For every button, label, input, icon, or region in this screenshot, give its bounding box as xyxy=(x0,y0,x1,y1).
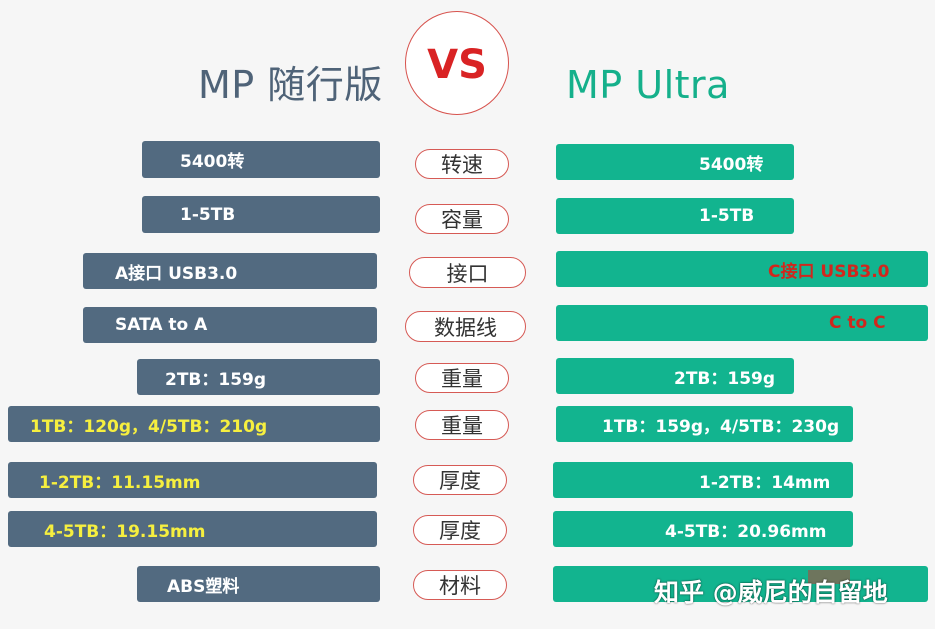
left-spec-thickness-1-2tb: 1-2TB：11.15mm xyxy=(8,462,377,498)
left-spec-port: A接口 USB3.0 xyxy=(83,253,377,289)
label-thickness: 厚度 xyxy=(413,515,507,545)
left-spec-text: 1TB：120g，4/5TB：210g xyxy=(30,416,268,437)
left-spec-speed: 5400转 xyxy=(142,141,380,178)
right-spec-text: C接口 USB3.0 xyxy=(768,261,890,282)
right-spec-text: 1TB：159g，4/5TB：230g xyxy=(602,416,840,437)
right-spec-weight-2tb: 2TB：159g xyxy=(556,358,794,394)
right-spec-text: 1-2TB：14mm xyxy=(699,472,831,493)
label-thickness: 厚度 xyxy=(413,465,507,495)
left-spec-text: SATA to A xyxy=(115,315,208,335)
left-spec-text: 2TB：159g xyxy=(165,369,267,390)
left-spec-weight-1-5tb: 1TB：120g，4/5TB：210g xyxy=(8,406,380,442)
right-spec-port: C接口 USB3.0 xyxy=(556,251,928,287)
right-spec-text: 5400转 xyxy=(699,154,764,175)
label-weight: 重量 xyxy=(415,410,509,440)
left-spec-thickness-4-5tb: 4-5TB：19.15mm xyxy=(8,511,377,547)
left-spec-text: 1-2TB：11.15mm xyxy=(39,472,201,493)
label-speed: 转速 xyxy=(415,149,509,179)
right-spec-thickness-4-5tb: 4-5TB：20.96mm xyxy=(553,511,853,547)
right-spec-speed: 5400转 xyxy=(556,144,794,180)
right-spec-text: 4-5TB：20.96mm xyxy=(665,521,827,542)
right-spec-weight-1-5tb: 1TB：159g，4/5TB：230g xyxy=(556,406,853,442)
left-spec-text: ABS塑料 xyxy=(167,576,240,597)
right-spec-cable: C to C xyxy=(556,305,928,341)
left-spec-capacity: 1-5TB xyxy=(142,196,380,233)
right-spec-material xyxy=(553,566,928,602)
vs-badge: VS xyxy=(405,11,509,115)
left-spec-text: A接口 USB3.0 xyxy=(115,263,238,284)
right-spec-text: C to C xyxy=(829,313,886,333)
left-spec-material: ABS塑料 xyxy=(137,566,380,602)
right-spec-text: 2TB：159g xyxy=(674,368,776,389)
left-spec-text: 5400转 xyxy=(180,152,245,172)
left-spec-text: 4-5TB：19.15mm xyxy=(44,521,206,542)
right-spec-capacity: 1-5TB xyxy=(556,198,794,234)
label-port: 接口 xyxy=(409,257,526,288)
right-spec-text: 1-5TB xyxy=(699,206,755,226)
label-weight: 重量 xyxy=(415,363,509,393)
left-spec-weight-2tb: 2TB：159g xyxy=(137,359,380,395)
label-capacity: 容量 xyxy=(415,204,509,234)
left-spec-cable: SATA to A xyxy=(83,307,377,343)
vs-text: VS xyxy=(427,42,487,88)
label-material: 材料 xyxy=(413,570,507,600)
right-spec-thickness-1-2tb: 1-2TB：14mm xyxy=(553,462,853,498)
red-text-fragment xyxy=(808,570,850,584)
left-spec-text: 1-5TB xyxy=(180,204,236,225)
label-cable: 数据线 xyxy=(405,311,526,342)
left-product-title: MP 随行版 xyxy=(198,63,383,107)
right-product-title: MP Ultra xyxy=(566,63,730,107)
watermark: 知乎 @威尼的自留地 xyxy=(654,578,888,607)
